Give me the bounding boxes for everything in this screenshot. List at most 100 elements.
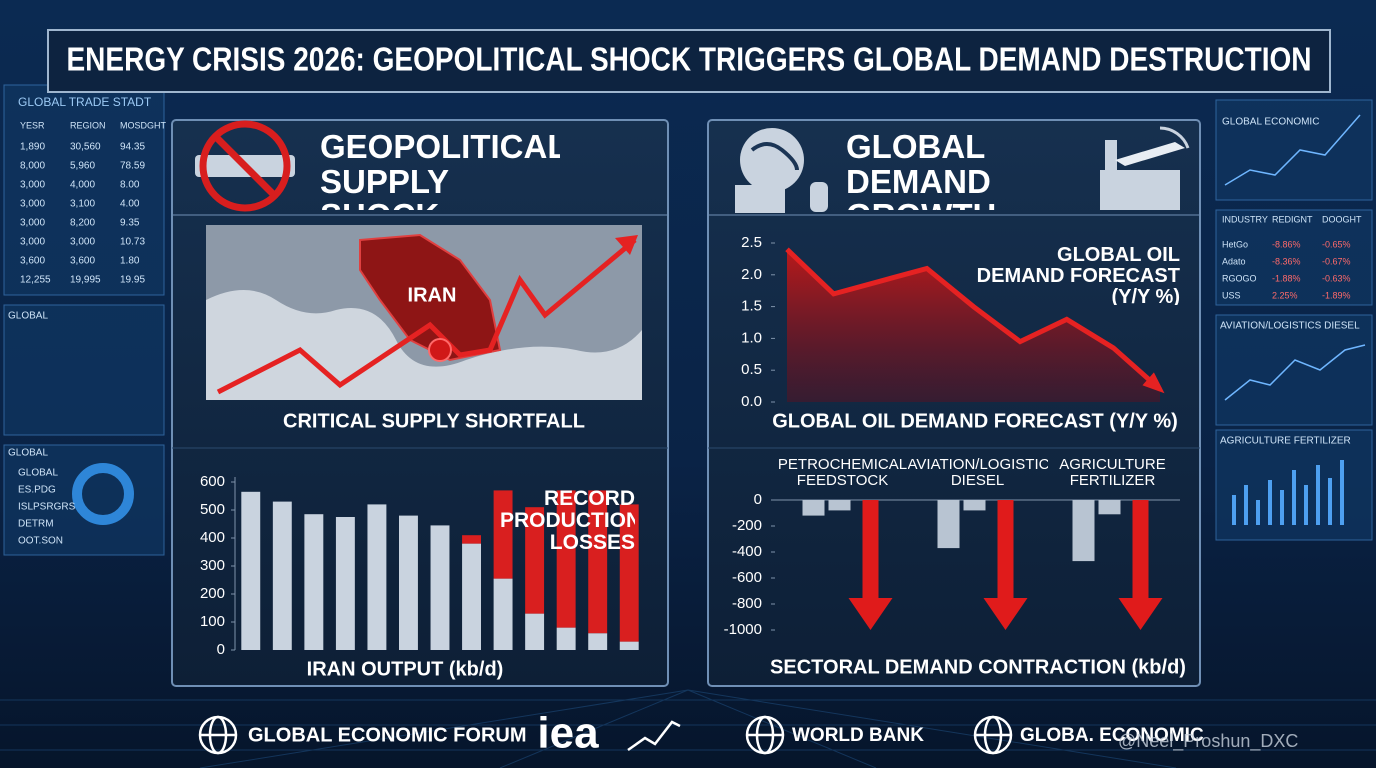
table-cell: 30,560	[70, 142, 101, 153]
y-tick-label: 100	[200, 613, 225, 630]
bar	[525, 613, 545, 650]
table-header: INDUSTRY	[1222, 214, 1268, 224]
line	[785, 247, 1162, 392]
table-cell: 4,000	[70, 180, 95, 191]
table-cell: 3,000	[20, 218, 45, 229]
table-cell: 3,600	[20, 256, 45, 267]
map-caption: CRITICAL SUPPLY SHORTFALL	[283, 410, 585, 432]
y-tick-label: 200	[200, 585, 225, 602]
industry-icon	[1100, 126, 1190, 210]
bar	[619, 504, 639, 642]
table-header: REDIGNT	[1272, 214, 1313, 224]
category-label-box: PETROCHEMICAL FEEDSTOCK	[777, 457, 908, 489]
globe-icon	[735, 128, 828, 213]
y-tick-label: 300	[200, 557, 225, 574]
table-cell: 3,000	[20, 237, 45, 248]
side-title: GLOBAL	[8, 448, 48, 459]
table-cell: 9.35	[120, 218, 140, 229]
footer-icons	[198, 715, 1013, 755]
y-tick-label: 400	[200, 529, 225, 546]
table-cell: RGOGO	[1222, 273, 1257, 283]
bar	[367, 504, 387, 650]
legend-item: ES.PDG	[18, 485, 56, 496]
table-cell: 1.80	[120, 256, 140, 267]
annotation-box: GLOBAL OIL DEMAND FORECAST (Y/Y %)	[977, 245, 1180, 305]
arrow	[1118, 500, 1163, 630]
table-cell: 94.35	[120, 142, 145, 153]
table-cell: 10.73	[120, 237, 145, 248]
table-cell: -1.89%	[1322, 290, 1351, 300]
table-cell: 3,000	[70, 237, 95, 248]
table-cell: -0.65%	[1322, 239, 1351, 249]
table-cell: 8,200	[70, 218, 95, 229]
table-cell: 8,000	[20, 161, 45, 172]
table-header: MOSDGHT	[120, 120, 167, 130]
map	[206, 225, 642, 400]
table-cell: -8.86%	[1272, 239, 1301, 249]
bar	[304, 514, 324, 650]
arrow	[848, 500, 893, 630]
y-tick-label: 1.5	[741, 298, 762, 315]
page-title: ENERGY CRISIS 2026: GEOPOLITICAL SHOCK T…	[67, 41, 1312, 78]
bar	[525, 507, 545, 614]
y-tick-label: 0.0	[741, 393, 762, 410]
footer-logo: GLOBAL ECONOMIC FORUM	[248, 724, 527, 746]
bar	[399, 515, 418, 650]
table-cell: 19.95	[120, 275, 145, 286]
table-cell: HetGo	[1222, 239, 1248, 249]
footer-logo: WORLD BANK	[792, 725, 924, 746]
y-tick-label: 2.0	[741, 266, 762, 283]
bar	[335, 517, 355, 650]
bar	[828, 500, 851, 511]
bar	[588, 633, 608, 650]
panel-heading: GLOBAL DEMAND GROWTH IMPACT	[846, 130, 996, 210]
annotation: RECORD PRODUCTION LOSSES	[500, 488, 635, 555]
bar	[462, 535, 481, 544]
bar	[493, 490, 513, 579]
table-cell: 3,000	[20, 180, 45, 191]
legend-item: DETRM	[18, 519, 54, 530]
side-title: GLOBAL ECONOMIC	[1222, 117, 1319, 128]
table-cell: 3,000	[20, 199, 45, 210]
side-left	[3, 84, 165, 556]
table-cell: -1.88%	[1272, 273, 1301, 283]
y-tick-label: 2.5	[741, 234, 762, 251]
bar	[430, 525, 450, 650]
footer-logo: GLOBA. ECONOMIC	[1020, 725, 1204, 746]
bar	[241, 491, 261, 650]
table-header: DOOGHT	[1322, 214, 1362, 224]
panel-heading-box: GEOPOLITICAL SUPPLY SHOCK	[320, 130, 560, 210]
category-label: PETROCHEMICAL FEEDSTOCK	[777, 457, 908, 489]
x-axis-label: IRAN OUTPUT (kb/d)	[307, 658, 504, 680]
table-cell: 78.59	[120, 161, 145, 172]
category-label-box: AGRICULTURE FERTILIZER	[1059, 457, 1166, 489]
bar	[462, 543, 481, 650]
y-tick-label: 0	[217, 641, 225, 658]
table-cell: -0.67%	[1322, 256, 1351, 266]
arrow	[983, 500, 1028, 630]
y-tick-label: 500	[200, 501, 225, 518]
bar	[963, 500, 986, 511]
bar	[493, 578, 513, 650]
table-header: YESR	[20, 120, 45, 130]
legend-item: ISLPSRGRS	[18, 502, 76, 513]
bar	[272, 501, 292, 650]
table-cell: 5,960	[70, 161, 95, 172]
table-cell: -8.36%	[1272, 256, 1301, 266]
panel-heading-box: GLOBAL DEMAND GROWTH IMPACT	[846, 130, 996, 210]
y-tick-label: -1000	[724, 621, 762, 638]
bar	[1072, 500, 1095, 562]
bar	[619, 641, 639, 650]
category-label: AGRICULTURE FERTILIZER	[1059, 457, 1166, 489]
table-header: REGION	[70, 120, 106, 130]
arrowhead	[1142, 372, 1165, 394]
annotation-box: RECORD PRODUCTION LOSSES	[500, 488, 635, 555]
side-title: AVIATION/LOGISTICS DIESEL	[1220, 321, 1360, 332]
table-cell: 19,995	[70, 275, 101, 286]
watermark: @Neel_Proshun_DXC	[1118, 731, 1298, 752]
legend-item: OOT.SON	[18, 536, 63, 547]
table-cell: 12,255	[20, 275, 51, 286]
table-cell: 3,600	[70, 256, 95, 267]
table-cell: 3,100	[70, 199, 95, 210]
table-cell: 8.00	[120, 180, 140, 191]
